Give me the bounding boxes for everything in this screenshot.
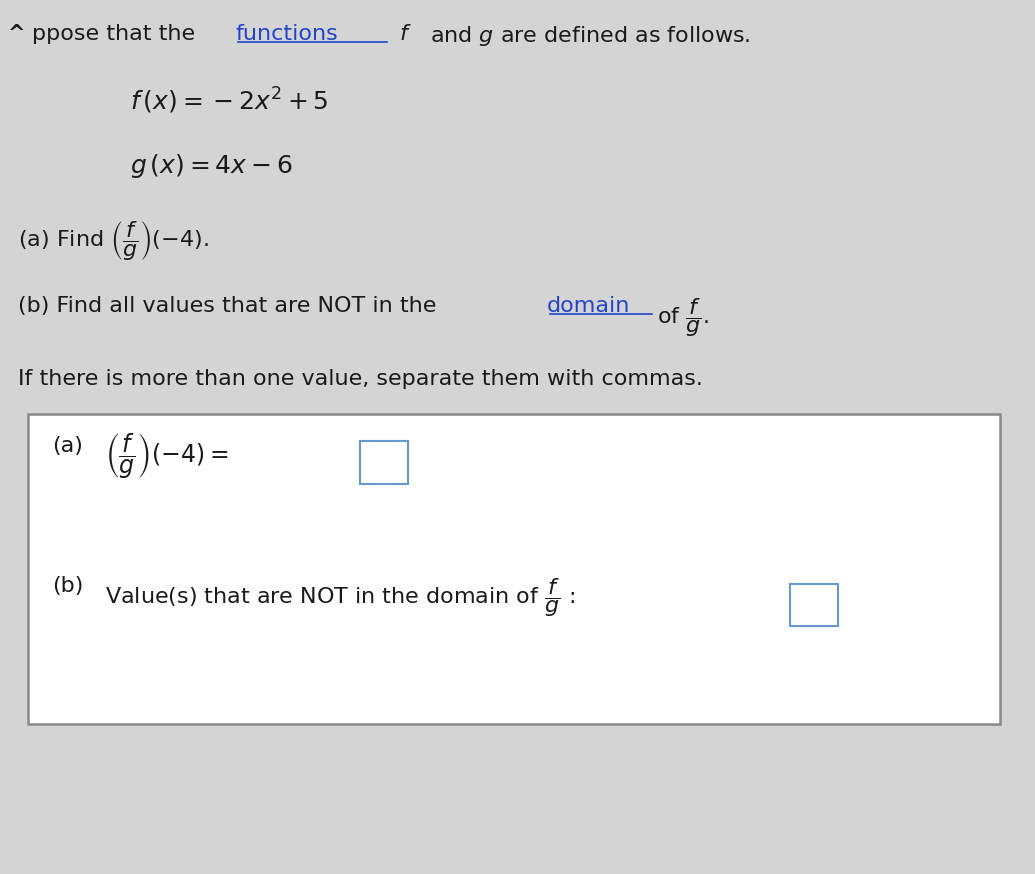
- Text: Value(s) that are NOT in the domain of $\dfrac{f}{g}$ :: Value(s) that are NOT in the domain of $…: [105, 576, 575, 619]
- FancyBboxPatch shape: [28, 414, 1000, 724]
- FancyBboxPatch shape: [360, 441, 408, 484]
- Text: (a) Find $\left(\dfrac{f}{g}\right)(-4)$.: (a) Find $\left(\dfrac{f}{g}\right)(-4)$…: [18, 219, 209, 262]
- Text: ppose that the: ppose that the: [32, 24, 202, 44]
- Text: $f$: $f$: [392, 24, 412, 44]
- FancyBboxPatch shape: [790, 584, 838, 626]
- Text: (b) Find all values that are NOT in the: (b) Find all values that are NOT in the: [18, 296, 437, 316]
- Text: $g\,(x)=4x-6$: $g\,(x)=4x-6$: [130, 152, 293, 180]
- Text: of $\dfrac{f}{g}$.: of $\dfrac{f}{g}$.: [657, 296, 709, 339]
- Text: functions: functions: [235, 24, 337, 44]
- Text: and $g$ are defined as follows.: and $g$ are defined as follows.: [430, 24, 750, 48]
- Text: ^: ^: [8, 24, 26, 44]
- Text: If there is more than one value, separate them with commas.: If there is more than one value, separat…: [18, 369, 703, 389]
- Text: (b): (b): [52, 576, 84, 596]
- Text: $f\,(x)=-2x^2+5$: $f\,(x)=-2x^2+5$: [130, 86, 328, 116]
- Text: $\left(\dfrac{f}{g}\right)(-4) =$: $\left(\dfrac{f}{g}\right)(-4) =$: [105, 432, 229, 482]
- Text: domain: domain: [548, 296, 630, 316]
- Text: (a): (a): [52, 436, 83, 456]
